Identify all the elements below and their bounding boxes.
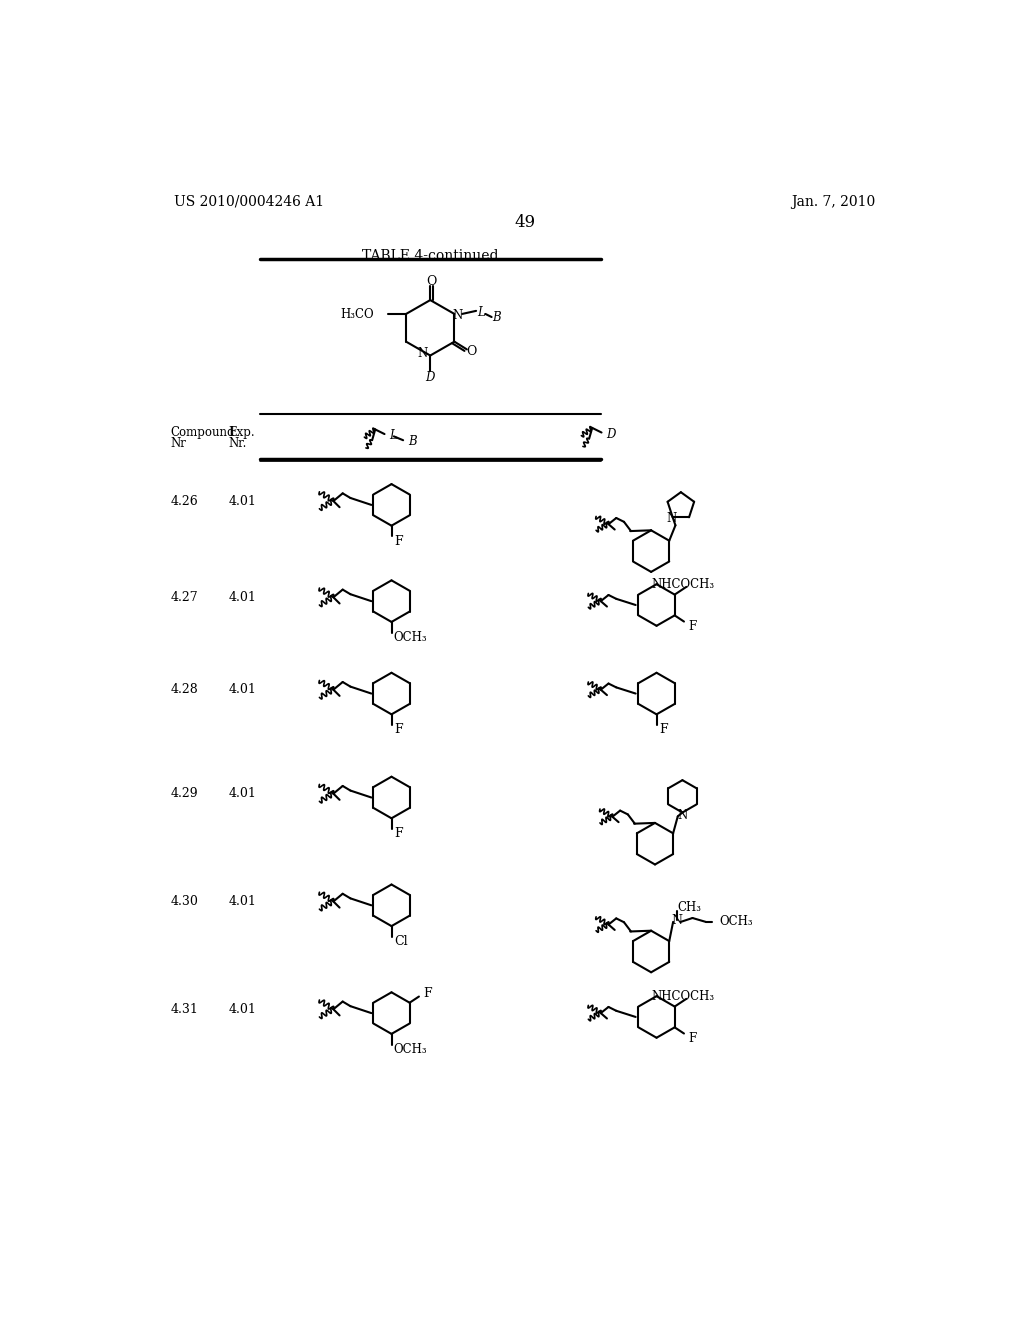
Text: Exp.: Exp. xyxy=(228,426,255,440)
Text: 4.01: 4.01 xyxy=(228,1003,257,1016)
Text: F: F xyxy=(688,1032,697,1044)
Text: OCH₃: OCH₃ xyxy=(394,1043,427,1056)
Text: N: N xyxy=(677,809,687,822)
Text: F: F xyxy=(658,723,668,737)
Text: L: L xyxy=(389,429,397,442)
Text: Cl: Cl xyxy=(394,935,408,948)
Text: NHCOCH₃: NHCOCH₃ xyxy=(652,990,715,1003)
Text: 4.01: 4.01 xyxy=(228,895,257,908)
Text: N: N xyxy=(672,913,683,927)
Text: Nr: Nr xyxy=(171,437,186,450)
Text: D: D xyxy=(426,371,435,384)
Text: B: B xyxy=(492,310,501,323)
Text: 4.01: 4.01 xyxy=(228,787,257,800)
Text: 49: 49 xyxy=(514,214,536,231)
Text: 4.29: 4.29 xyxy=(171,787,199,800)
Text: N: N xyxy=(666,512,676,525)
Text: 4.01: 4.01 xyxy=(228,684,257,696)
Text: F: F xyxy=(688,619,697,632)
Text: OCH₃: OCH₃ xyxy=(720,915,754,928)
Text: Nr.: Nr. xyxy=(228,437,247,450)
Text: 4.28: 4.28 xyxy=(171,684,199,696)
Text: N: N xyxy=(453,309,463,322)
Text: Jan. 7, 2010: Jan. 7, 2010 xyxy=(791,194,876,209)
Text: 4.26: 4.26 xyxy=(171,495,199,508)
Text: NHCOCH₃: NHCOCH₃ xyxy=(652,578,715,591)
Text: OCH₃: OCH₃ xyxy=(394,631,427,644)
Text: F: F xyxy=(424,987,432,1001)
Text: 4.27: 4.27 xyxy=(171,591,199,603)
Text: 4.01: 4.01 xyxy=(228,591,257,603)
Text: Compound: Compound xyxy=(171,426,236,440)
Text: US 2010/0004246 A1: US 2010/0004246 A1 xyxy=(174,194,325,209)
Text: F: F xyxy=(394,535,402,548)
Text: N: N xyxy=(418,347,428,360)
Text: 4.31: 4.31 xyxy=(171,1003,199,1016)
Text: F: F xyxy=(394,723,402,737)
Text: TABLE 4-continued: TABLE 4-continued xyxy=(362,249,499,263)
Text: F: F xyxy=(394,828,402,841)
Text: D: D xyxy=(606,428,615,441)
Text: 4.30: 4.30 xyxy=(171,895,199,908)
Text: H₃CO: H₃CO xyxy=(341,308,375,321)
Text: O: O xyxy=(427,275,437,288)
Text: B: B xyxy=(408,436,417,449)
Text: O: O xyxy=(466,345,476,358)
Text: CH₃: CH₃ xyxy=(677,902,701,915)
Text: L: L xyxy=(477,306,484,319)
Text: 4.01: 4.01 xyxy=(228,495,257,508)
